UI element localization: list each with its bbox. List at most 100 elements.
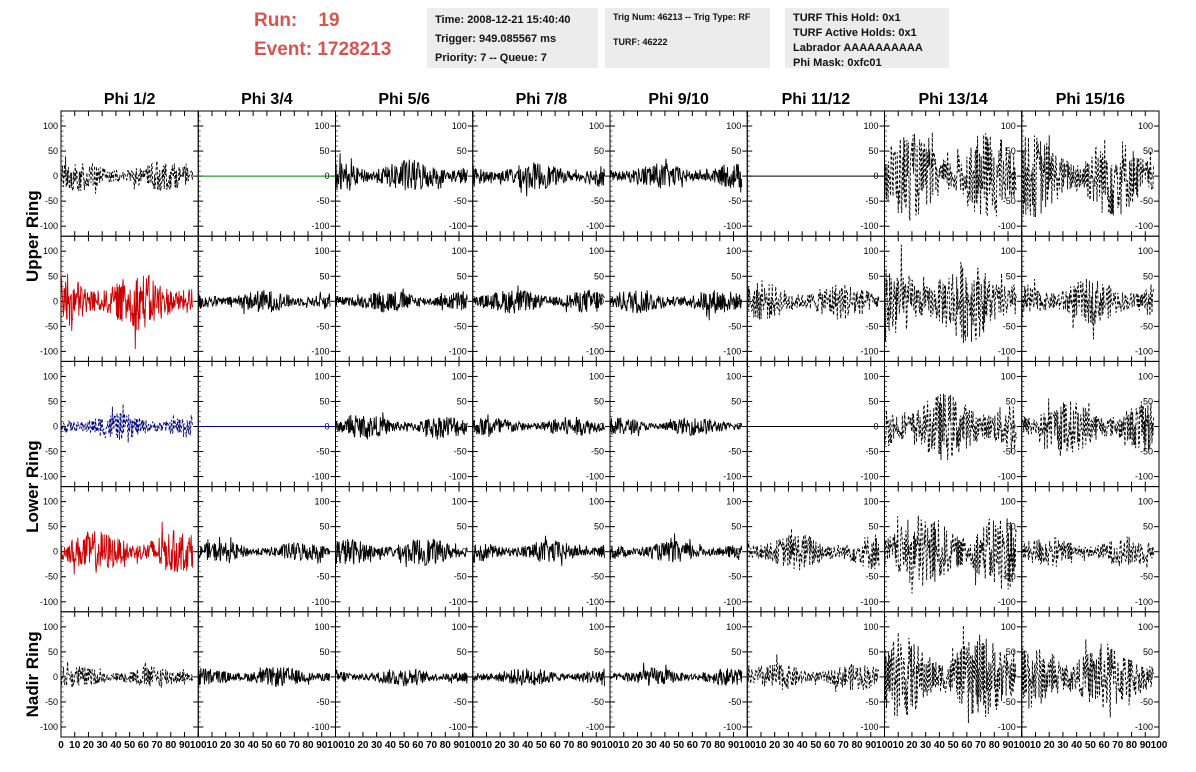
y-tick-label: 50 [594,522,604,532]
y-tick-label: -50 [591,572,604,582]
x-tick-label: 50 [1085,740,1097,751]
y-tick-label: 100 [1138,497,1153,507]
waveform-series [335,288,468,313]
y-tick-label: -50 [454,697,467,707]
x-tick-label: 60 [687,740,699,751]
y-tick-label: -100 [311,472,329,482]
y-tick-label: -50 [45,321,58,331]
x-tick-label: 30 [1057,740,1069,751]
x-tick-label: 20 [220,740,232,751]
y-tick-label: 50 [48,146,58,156]
y-tick-label: 50 [1143,647,1153,657]
y-tick-label: 50 [868,271,878,281]
y-tick-label: 100 [314,246,329,256]
y-tick-label: 50 [457,522,467,532]
y-tick-label: 0 [1011,547,1016,557]
x-tick-label: 60 [138,740,150,751]
x-tick-label: 50 [399,740,411,751]
y-tick-label: 50 [457,146,467,156]
x-tick-label: 20 [632,740,644,751]
y-tick-label: 100 [1001,246,1016,256]
y-tick-label: 50 [731,146,741,156]
y-tick-label: -100 [723,346,741,356]
waveform-series [472,414,605,438]
x-tick-label: 30 [371,740,383,751]
y-tick-label: -50 [591,196,604,206]
y-tick-label: -50 [728,447,741,457]
x-tick-label: 70 [975,740,987,751]
y-tick-label: 50 [868,647,878,657]
run-event-box: Run: 19 Event: 1728213 [240,8,420,64]
y-tick-label: -50 [454,321,467,331]
x-tick-label: 10 [344,740,356,751]
y-tick-label: -100 [998,597,1016,607]
y-tick-label: -100 [449,597,467,607]
y-tick-label: 100 [1138,371,1153,381]
y-tick-label: 50 [457,396,467,406]
y-tick-label: 0 [736,672,741,682]
y-tick-label: -50 [865,196,878,206]
y-tick-label: 100 [589,371,604,381]
x-tick-label: 90 [865,740,877,751]
y-tick-label: 100 [863,622,878,632]
y-tick-label: 100 [452,497,467,507]
waveform-series [609,533,743,563]
column-title: Phi 13/14 [918,91,987,108]
y-tick-label: 50 [457,647,467,657]
x-tick-label: 20 [83,740,95,751]
waveform-series [1021,536,1154,568]
column-title: Phi 11/12 [782,91,851,108]
waveform-series [472,668,605,687]
x-tick-label: 10 [206,740,218,751]
y-tick-label: 50 [1006,146,1016,156]
y-tick-label: -50 [728,196,741,206]
y-tick-label: 50 [319,647,329,657]
x-tick-label: 80 [851,740,863,751]
y-tick-label: 0 [873,672,878,682]
waveform-series [335,412,468,440]
y-tick-label: 0 [462,547,467,557]
y-tick-label: 0 [1148,422,1153,432]
y-tick-label: 100 [314,622,329,632]
run-label: Run: [254,10,298,31]
y-tick-label: -100 [1135,722,1153,732]
column-title: Phi 15/16 [1056,91,1125,108]
y-tick-label: 100 [1001,497,1016,507]
y-tick-label: 50 [1143,146,1153,156]
y-tick-label: 50 [594,647,604,657]
y-tick-label: 50 [731,271,741,281]
x-tick-label: 60 [550,740,562,751]
y-tick-label: -50 [865,697,878,707]
x-tick-label: 70 [563,740,575,751]
y-tick-label: -100 [311,597,329,607]
x-tick-label: 90 [179,740,191,751]
x-tick-label: 100 [739,740,756,751]
event-label: Event: [254,39,313,60]
waveform-series [197,536,331,564]
y-tick-label: -100 [1135,221,1153,231]
y-tick-label: 50 [1143,396,1153,406]
y-tick-label: -50 [1140,321,1153,331]
waveform-series [197,290,331,315]
y-tick-label: 50 [731,522,741,532]
y-tick-label: -50 [45,572,58,582]
turf-hold-text: TURF This Hold: 0x1 [793,12,901,24]
x-tick-label: 10 [481,740,493,751]
x-tick-label: 80 [1126,740,1138,751]
y-tick-label: 100 [1138,121,1153,131]
x-tick-label: 50 [948,740,960,751]
y-tick-label: -100 [1135,597,1153,607]
column-title: Phi 3/4 [241,91,293,108]
x-tick-label: 70 [426,740,438,751]
y-tick-label: -50 [316,447,329,457]
x-tick-label: 100 [327,740,344,751]
run-value: 19 [318,10,340,31]
waveform-series [746,280,880,320]
trigger-text: Trigger: 949.085567 ms [435,33,557,45]
y-tick-label: 0 [53,672,58,682]
turf-info-box: TURF This Hold: 0x1 TURF Active Holds: 0… [785,8,949,69]
x-tick-label: 40 [1071,740,1083,751]
y-tick-label: 100 [1001,622,1016,632]
y-tick-label: 0 [53,547,58,557]
y-tick-label: -100 [723,597,741,607]
